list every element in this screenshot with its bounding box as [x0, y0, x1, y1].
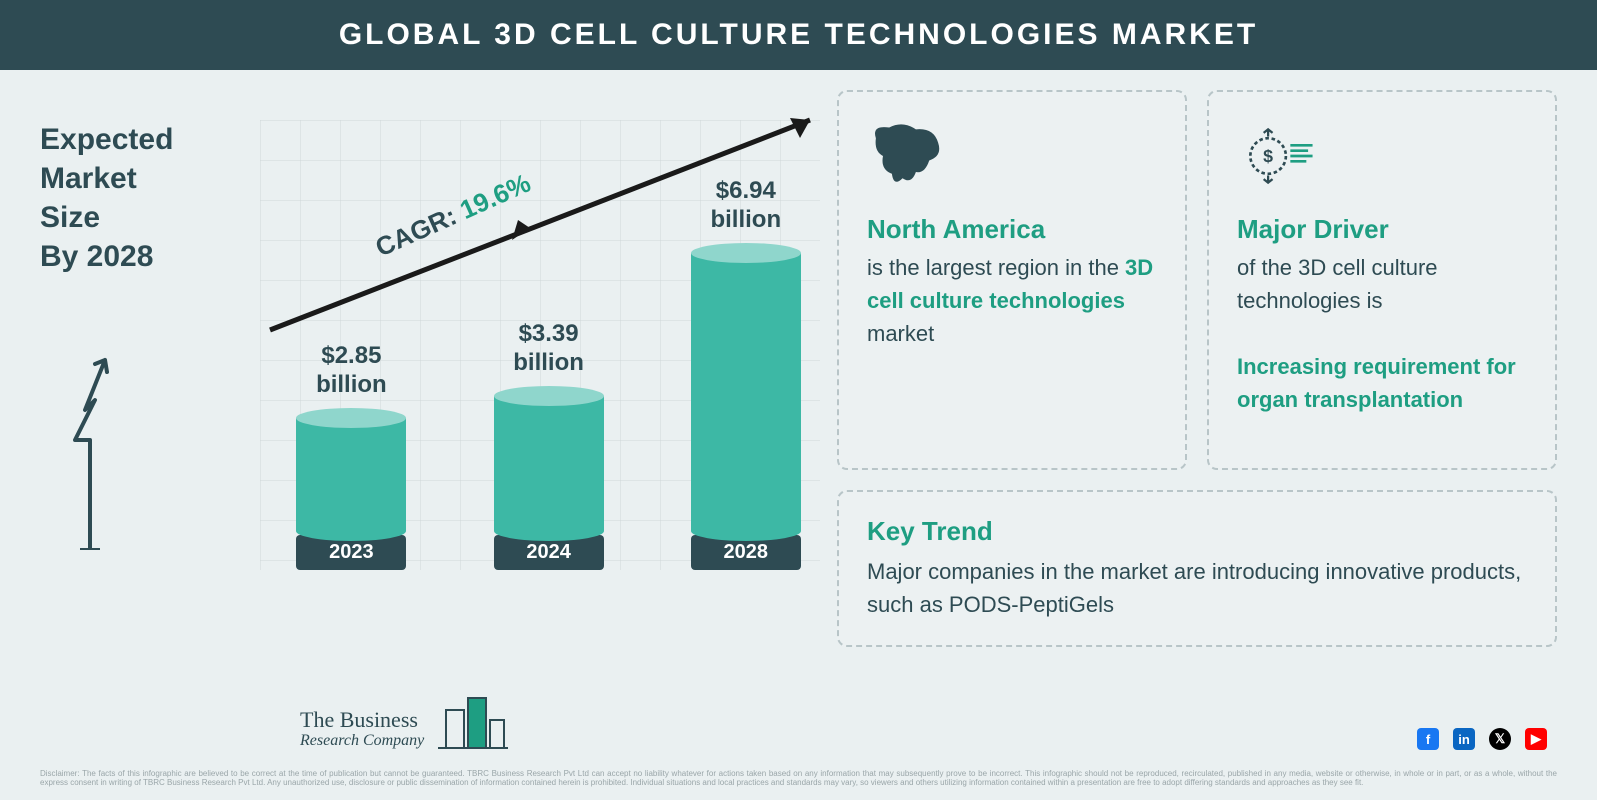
info-cards: North America is the largest region in t… [837, 90, 1557, 680]
driver-card: $ Major Driver of the 3D cell culture te… [1207, 90, 1557, 470]
bar-value-label: $6.94billion [691, 177, 801, 235]
north-america-icon [867, 116, 947, 196]
cylinder-icon [494, 386, 604, 543]
x-icon[interactable]: 𝕏 [1489, 728, 1511, 750]
social-links: f in 𝕏 ▶ [1417, 728, 1547, 750]
chart-bar: $3.39billion 2024 [494, 320, 604, 570]
bar-chart: CAGR: 19.6% $2.85billion 2023 $3.39billi… [250, 90, 830, 610]
bar-year-label: 2023 [296, 535, 406, 570]
main-content: ExpectedMarketSizeBy 2028 CAGR: 19.6 [0, 70, 1597, 690]
facebook-icon[interactable]: f [1417, 728, 1439, 750]
chart-bar: $6.94billion 2028 [691, 177, 801, 570]
bar-value-label: $3.39billion [494, 320, 604, 378]
logo-icon [438, 690, 508, 750]
chart-bar: $2.85billion 2023 [296, 342, 406, 570]
youtube-icon[interactable]: ▶ [1525, 728, 1547, 750]
cylinder-icon [296, 408, 406, 543]
region-card: North America is the largest region in t… [837, 90, 1187, 470]
driver-title: Major Driver [1237, 214, 1527, 245]
market-size-label: ExpectedMarketSizeBy 2028 [40, 120, 173, 276]
bar-value-label: $2.85billion [296, 342, 406, 400]
driver-icon: $ [1237, 116, 1317, 196]
chart-panel: ExpectedMarketSizeBy 2028 CAGR: 19.6 [40, 90, 807, 680]
cylinder-icon [691, 243, 801, 543]
disclaimer-text: Disclaimer: The facts of this infographi… [40, 769, 1557, 788]
driver-text: of the 3D cell culture technologies is I… [1237, 251, 1527, 416]
trend-title: Key Trend [867, 516, 1527, 547]
bar-year-label: 2028 [691, 535, 801, 570]
linkedin-icon[interactable]: in [1453, 728, 1475, 750]
bolt-arrow-icon [60, 350, 120, 550]
trend-card: Key Trend Major companies in the market … [837, 490, 1557, 647]
svg-text:$: $ [1263, 146, 1273, 166]
trend-text: Major companies in the market are introd… [867, 555, 1527, 621]
region-text: is the largest region in the 3D cell cul… [867, 251, 1157, 350]
company-logo: The Business Research Company [300, 690, 508, 750]
region-title: North America [867, 214, 1157, 245]
page-title: GLOBAL 3D CELL CULTURE TECHNOLOGIES MARK… [0, 0, 1597, 70]
bar-year-label: 2024 [494, 535, 604, 570]
